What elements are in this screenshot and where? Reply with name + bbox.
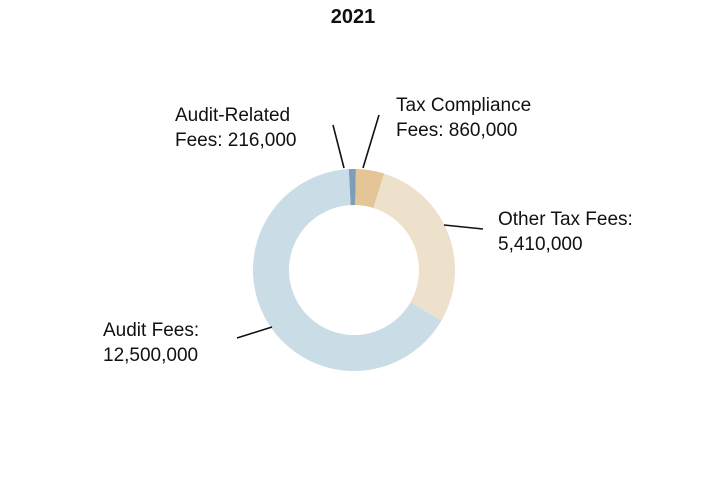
chart-title: 2021 [330,6,376,28]
leader-line-other-tax-fees [443,224,484,230]
slice-label-line: Tax Compliance [396,95,531,116]
leader-line-tax-compliance-fees [362,114,380,169]
slice-label-line: Audit Fees: [103,320,199,341]
slice-label-line: Fees: 860,000 [396,120,517,141]
slice-label-line: Audit-Related [175,105,290,126]
slice-label-audit-fees: Audit Fees: 12,500,000 [103,320,199,366]
slice-tax-compliance-fees [355,169,385,208]
leader-line-audit-related-fees [332,124,345,169]
leader-line-audit-fees [236,326,273,339]
slice-label-tax-compliance-fees: Tax Compliance Fees: 860,000 [396,95,531,141]
slice-other-tax-fees [373,173,455,321]
slice-label-line: Fees: 216,000 [175,130,296,151]
slice-label-other-tax-fees: Other Tax Fees: 5,410,000 [498,209,633,255]
slice-labels: Audit-Related Fees: 216,000 Tax Compliance… [103,95,633,366]
slice-label-line: 12,500,000 [103,345,198,366]
slice-label-line: Other Tax Fees: [498,209,633,230]
slice-label-audit-related-fees: Audit-Related Fees: 216,000 [175,105,296,151]
slice-audit-related-fees [348,169,356,206]
donut-slices [252,169,455,371]
slice-audit-fees [252,169,442,371]
leader-lines [236,114,484,339]
slice-label-line: 5,410,000 [498,234,583,255]
